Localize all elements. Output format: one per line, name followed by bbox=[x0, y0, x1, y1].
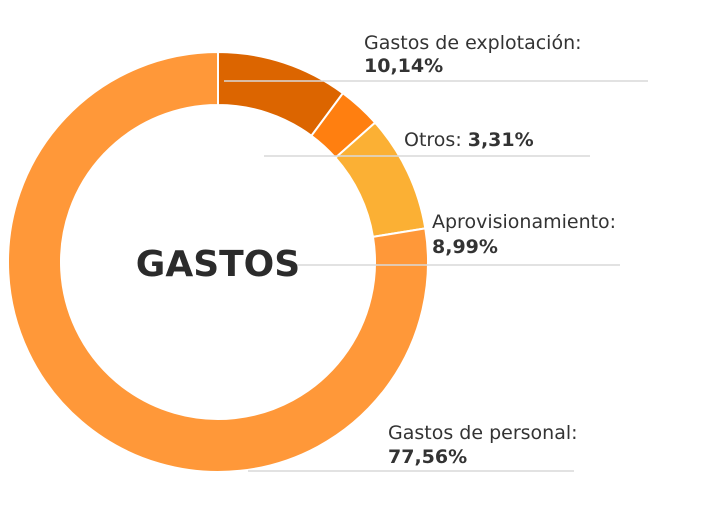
chart-slices bbox=[7, 50, 429, 473]
label-name-aprovisionamiento: Aprovisionamiento: bbox=[432, 211, 616, 233]
label-name-otros: Otros: bbox=[404, 129, 462, 151]
label-value-gastos-de-explotaci-n: 10,14% bbox=[364, 55, 443, 77]
label-value-aprovisionamiento: 8,99% bbox=[432, 236, 498, 258]
chart-title: GASTOS bbox=[136, 244, 300, 285]
label-value-otros: 3,31% bbox=[468, 129, 534, 151]
label-name-gastos-de-explotaci-n: Gastos de explotación: bbox=[364, 32, 582, 54]
label-name-gastos-de-personal: Gastos de personal: bbox=[388, 422, 578, 444]
label-leader-lines bbox=[224, 80, 648, 472]
slice-labels: Gastos de explotación:10,14% Otros: 3,31% A… bbox=[364, 32, 616, 468]
slice-gastos-de-personal bbox=[7, 50, 429, 473]
label-value-gastos-de-personal: 77,56% bbox=[388, 446, 467, 468]
